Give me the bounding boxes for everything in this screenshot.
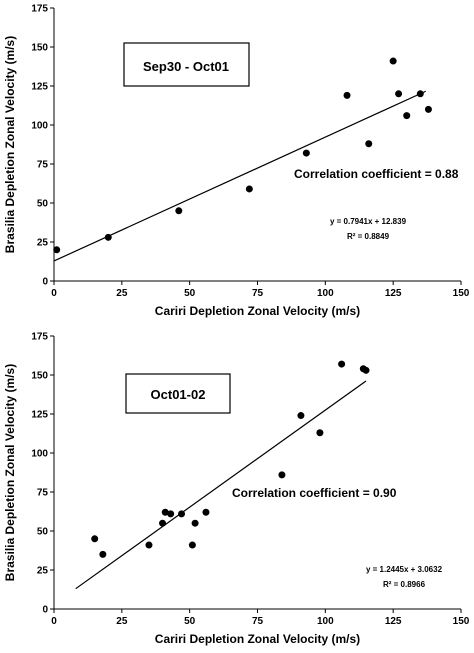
y-tick-label: 125 bbox=[31, 82, 48, 93]
r2-annotation: R² = 0.8966 bbox=[383, 580, 426, 589]
x-tick-label: 150 bbox=[453, 288, 470, 299]
data-point bbox=[104, 233, 112, 241]
x-axis-label: Cariri Depletion Zonal Velocity (m/s) bbox=[155, 632, 360, 646]
r2-annotation: R² = 0.8849 bbox=[347, 232, 390, 241]
data-point bbox=[297, 412, 305, 420]
x-tick-label: 125 bbox=[385, 616, 402, 627]
y-tick-label: 150 bbox=[31, 371, 48, 382]
data-point bbox=[159, 519, 167, 527]
x-tick-label: 50 bbox=[184, 288, 196, 299]
data-point bbox=[145, 541, 153, 549]
chart-title: Sep30 - Oct01 bbox=[143, 59, 229, 74]
y-tick-label: 75 bbox=[37, 160, 49, 171]
title-box bbox=[125, 373, 231, 414]
y-tick-label: 25 bbox=[37, 238, 49, 249]
data-point bbox=[178, 510, 186, 518]
equation-annotation: y = 0.7941x + 12.839 bbox=[330, 217, 407, 226]
y-tick-label: 125 bbox=[31, 410, 48, 421]
trend-line bbox=[53, 90, 426, 262]
data-point bbox=[365, 140, 373, 148]
y-tick-label: 75 bbox=[37, 488, 49, 499]
data-point bbox=[389, 57, 397, 65]
trend-line bbox=[75, 380, 367, 590]
x-tick-label: 75 bbox=[252, 288, 264, 299]
x-tick-label: 25 bbox=[116, 616, 128, 627]
data-point bbox=[167, 510, 175, 518]
data-point bbox=[424, 105, 432, 113]
data-point bbox=[191, 519, 199, 527]
y-tick-label: 50 bbox=[37, 199, 49, 210]
chart-2: 0 25 50 75 100 125 150 175 0 25 50 75 100 125 150 Carir… bbox=[3, 332, 470, 647]
data-point bbox=[161, 508, 169, 516]
y-tick-label: 175 bbox=[31, 4, 48, 15]
data-point bbox=[362, 366, 370, 374]
y-axis-label: Brasilia Depletion Zonal Velocity (m/s) bbox=[3, 36, 17, 253]
data-point bbox=[316, 429, 324, 437]
chart-title: Oct01-02 bbox=[151, 387, 206, 402]
data-point bbox=[91, 535, 99, 543]
x-tick-label: 125 bbox=[385, 288, 402, 299]
data-point bbox=[99, 550, 107, 558]
data-point bbox=[175, 207, 183, 215]
data-point bbox=[395, 90, 403, 98]
data-point bbox=[278, 471, 286, 479]
x-tick-label: 50 bbox=[184, 616, 196, 627]
data-point bbox=[302, 149, 310, 157]
chart-1: 0 25 50 75 100 125 150 175 0 25 50 75 100 125 150 Carir… bbox=[3, 4, 470, 319]
x-tick-label: 0 bbox=[51, 616, 57, 627]
data-point bbox=[403, 112, 411, 120]
data-point bbox=[338, 360, 346, 368]
data-point bbox=[202, 508, 210, 516]
data-point bbox=[53, 246, 61, 254]
x-tick-label: 0 bbox=[51, 288, 57, 299]
y-tick-label: 0 bbox=[42, 605, 48, 616]
correlation-annotation: Correlation coefficient = 0.88 bbox=[294, 167, 459, 181]
y-tick-label: 0 bbox=[42, 277, 48, 288]
x-tick-label: 25 bbox=[116, 288, 128, 299]
x-tick-label: 150 bbox=[453, 616, 470, 627]
data-point bbox=[416, 90, 424, 98]
equation-annotation: y = 1.2445x + 3.0632 bbox=[366, 565, 443, 574]
y-tick-label: 100 bbox=[31, 121, 48, 132]
x-axis-label: Cariri Depletion Zonal Velocity (m/s) bbox=[155, 304, 360, 318]
data-point bbox=[245, 185, 253, 193]
data-point bbox=[188, 541, 196, 549]
title-box bbox=[123, 42, 250, 87]
y-tick-label: 50 bbox=[37, 527, 49, 538]
y-tick-label: 100 bbox=[31, 449, 48, 460]
x-tick-label: 100 bbox=[317, 616, 334, 627]
y-tick-label: 150 bbox=[31, 43, 48, 54]
data-point bbox=[343, 91, 351, 99]
y-tick-label: 25 bbox=[37, 566, 49, 577]
x-tick-label: 100 bbox=[317, 288, 334, 299]
y-tick-label: 175 bbox=[31, 332, 48, 343]
y-axis-label: Brasilia Depletion Zonal Velocity (m/s) bbox=[3, 364, 17, 581]
x-tick-label: 75 bbox=[252, 616, 264, 627]
correlation-annotation: Correlation coefficient = 0.90 bbox=[232, 486, 397, 500]
